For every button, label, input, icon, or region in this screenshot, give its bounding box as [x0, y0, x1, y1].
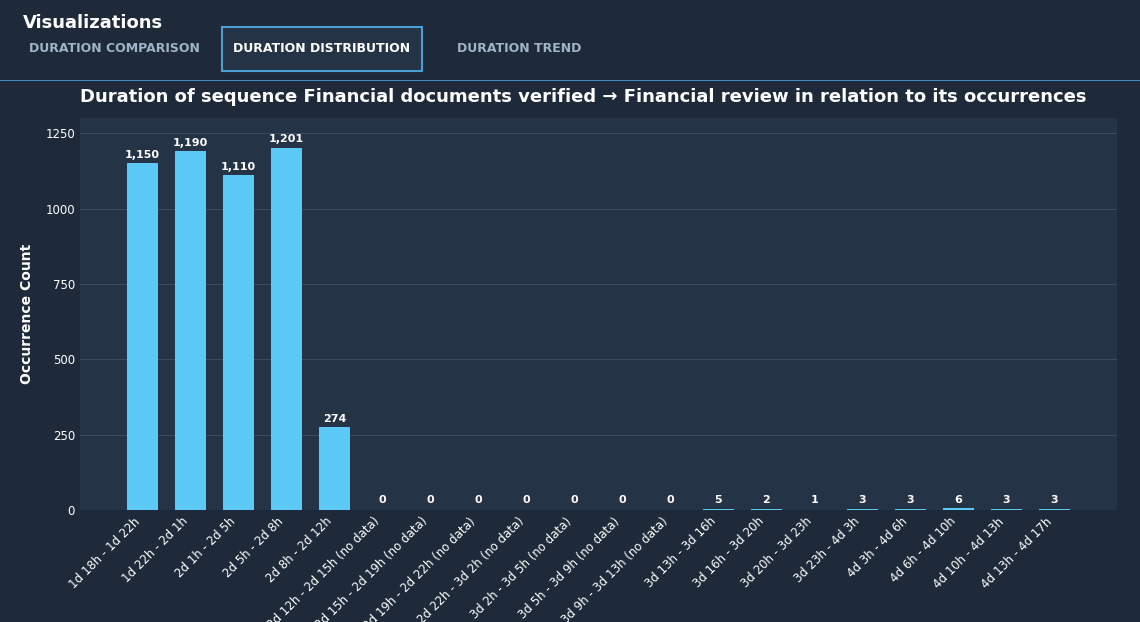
Text: Duration of sequence Financial documents verified → Financial review in relation: Duration of sequence Financial documents… — [80, 88, 1086, 106]
Text: 6: 6 — [954, 494, 962, 504]
Text: 3: 3 — [1003, 494, 1010, 504]
Text: 274: 274 — [323, 414, 347, 424]
Bar — [895, 509, 926, 510]
Text: DURATION COMPARISON: DURATION COMPARISON — [28, 42, 200, 55]
Bar — [319, 427, 350, 510]
Y-axis label: Occurrence Count: Occurrence Count — [21, 244, 34, 384]
Text: 0: 0 — [378, 494, 386, 504]
FancyBboxPatch shape — [222, 27, 422, 71]
Bar — [127, 164, 158, 510]
Text: 1,190: 1,190 — [173, 137, 209, 147]
Text: 0: 0 — [619, 494, 626, 504]
Bar — [223, 175, 254, 510]
Text: 5: 5 — [715, 494, 723, 504]
Bar — [703, 509, 734, 510]
Text: 1: 1 — [811, 494, 819, 504]
Text: 3: 3 — [906, 494, 914, 504]
Bar — [1039, 509, 1070, 510]
Bar — [991, 509, 1023, 510]
Text: 2: 2 — [763, 494, 771, 504]
Text: 3: 3 — [1051, 494, 1058, 504]
Text: 0: 0 — [426, 494, 434, 504]
Text: 0: 0 — [474, 494, 482, 504]
Text: 1,201: 1,201 — [269, 134, 304, 144]
Text: 1,150: 1,150 — [125, 150, 160, 160]
Bar — [943, 508, 974, 510]
Text: 0: 0 — [667, 494, 674, 504]
Text: 0: 0 — [571, 494, 578, 504]
Text: 1,110: 1,110 — [221, 162, 256, 172]
Text: DURATION TREND: DURATION TREND — [456, 42, 581, 55]
Bar — [174, 151, 206, 510]
Text: 3: 3 — [858, 494, 866, 504]
Bar — [847, 509, 878, 510]
Text: DURATION DISTRIBUTION: DURATION DISTRIBUTION — [234, 42, 410, 55]
Bar — [271, 148, 302, 510]
Text: 0: 0 — [523, 494, 530, 504]
Text: Visualizations: Visualizations — [23, 14, 163, 32]
